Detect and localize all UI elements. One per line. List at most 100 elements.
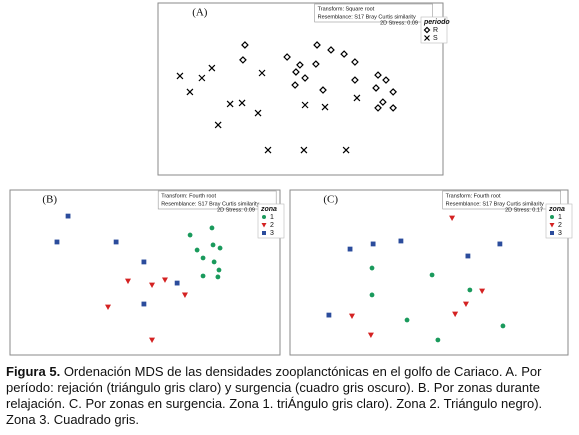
legend-label: 3 (270, 230, 274, 237)
data-point (238, 99, 246, 107)
data-point (500, 323, 506, 329)
legend-marker (262, 215, 266, 219)
legend-marker (550, 231, 554, 235)
data-point (141, 259, 147, 265)
stress-label: 2D Stress: 0.17 (505, 207, 543, 213)
info-box (314, 3, 433, 23)
data-point (435, 337, 441, 343)
data-point (149, 337, 156, 343)
data-point (258, 69, 266, 77)
data-point (209, 225, 215, 231)
data-point (141, 301, 147, 307)
data-point (351, 76, 359, 84)
data-point (226, 100, 234, 108)
legend-title: zona (260, 206, 277, 213)
data-point (214, 121, 222, 129)
panel-title: (A) (192, 7, 208, 19)
info-box (442, 190, 561, 210)
data-point (194, 247, 200, 253)
data-point (467, 287, 473, 293)
data-point (372, 84, 380, 92)
legend-title: periodo (423, 19, 450, 26)
data-point (326, 312, 332, 318)
data-point (210, 242, 216, 248)
panel-frame (157, 2, 444, 176)
data-point (389, 88, 397, 96)
data-point (186, 88, 194, 96)
data-point (370, 241, 376, 247)
transform-label: Transform: Fourth root (161, 193, 216, 199)
data-point (321, 103, 329, 111)
data-point (449, 215, 456, 222)
data-point (374, 71, 382, 79)
data-point (369, 265, 375, 271)
data-point (312, 60, 320, 68)
data-point (241, 41, 249, 49)
legend-marker (424, 35, 430, 41)
data-point (217, 245, 223, 251)
data-point (404, 317, 410, 323)
caption-text: Ordenación MDS de las densidades zooplan… (6, 364, 543, 427)
data-point (347, 246, 353, 252)
data-point (398, 238, 404, 244)
panel-frame (9, 189, 281, 356)
legend-label: 3 (558, 230, 562, 237)
transform-label: Transform: Square root (318, 6, 375, 12)
stress-label: 2D Stress: 0.09 (380, 20, 418, 26)
transform-label: Transform: Fourth root (446, 193, 501, 199)
data-point (313, 41, 321, 49)
data-point (181, 292, 188, 298)
data-point (200, 273, 206, 279)
data-point (327, 46, 335, 54)
resemblance-label: Resemblance: S17 Bray Curtis similarity (318, 14, 416, 20)
data-point (215, 274, 221, 280)
data-point (374, 104, 382, 112)
data-point (149, 282, 156, 289)
data-point (239, 56, 247, 64)
legend-label: R (433, 27, 438, 34)
data-point (389, 104, 397, 112)
data-point (176, 72, 184, 80)
data-point (342, 146, 350, 154)
legend-marker (549, 223, 555, 228)
data-point (429, 272, 435, 278)
resemblance-label: Resemblance: S17 Bray Curtis similarity (446, 201, 544, 207)
legend-label: 2 (558, 222, 562, 229)
legend-marker (423, 26, 431, 34)
data-point (465, 253, 471, 259)
legend-marker (262, 231, 266, 235)
resemblance-label: Resemblance: S17 Bray Curtis similarity (161, 201, 259, 207)
legend-marker (261, 223, 267, 228)
data-point (283, 53, 291, 61)
data-point (382, 76, 390, 84)
data-point (351, 58, 359, 66)
legend-label: S (433, 35, 438, 42)
data-point (105, 304, 112, 310)
data-point (367, 332, 374, 339)
figure: (A) Transform: Square root Resemblance: S1… (9, 2, 573, 356)
caption-label: Figura 5. (6, 364, 61, 379)
data-point (254, 109, 262, 117)
panel-frame (289, 189, 569, 356)
data-point (113, 239, 119, 245)
data-point (124, 278, 131, 285)
data-point (348, 313, 355, 320)
data-point (296, 61, 304, 69)
data-point (379, 98, 387, 106)
data-point (479, 288, 486, 294)
legend-label: 1 (270, 214, 274, 221)
caption: Figura 5. Ordenación MDS de las densidad… (6, 364, 574, 428)
data-point (211, 259, 217, 265)
legend-label: 2 (270, 222, 274, 229)
data-point (452, 311, 459, 318)
legend-title: zona (548, 206, 565, 213)
data-point (198, 74, 206, 82)
data-point (369, 292, 375, 298)
data-point (208, 64, 216, 72)
data-point (301, 74, 309, 82)
data-point (497, 241, 503, 247)
data-point (319, 86, 327, 94)
data-point (216, 267, 222, 273)
panel-title: (B) (42, 194, 57, 206)
